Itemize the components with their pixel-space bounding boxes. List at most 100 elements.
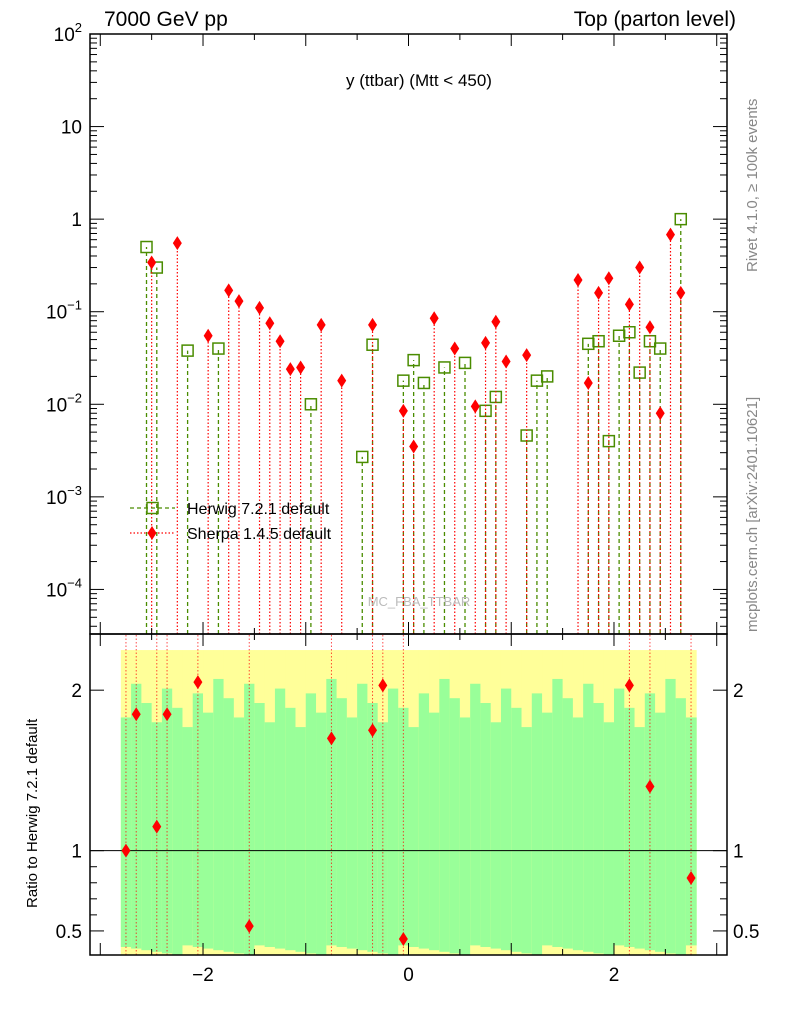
sherpa-point: [275, 334, 285, 349]
sherpa-point: [296, 360, 306, 375]
herwig-point: [458, 356, 472, 370]
ratio-band-green: [377, 722, 389, 954]
x-tick-label: 2: [609, 965, 620, 986]
ratio-point: [686, 870, 696, 885]
ratio-band-green: [655, 712, 666, 952]
sherpa-point: [501, 354, 511, 369]
ratio-band-green: [603, 722, 615, 955]
ratio-band-green: [233, 717, 245, 954]
sherpa-point: [316, 317, 326, 332]
sherpa-point: [224, 283, 234, 298]
ratio-band-green: [593, 703, 605, 954]
sherpa-point: [594, 285, 604, 300]
ratio-band-green: [398, 707, 409, 946]
ratio-band-green: [151, 722, 163, 952]
ratio-band-green: [418, 693, 430, 949]
ratio-band-green: [387, 688, 399, 955]
ratio-band-green: [470, 683, 481, 946]
ratio-band-green: [511, 707, 523, 952]
sherpa-point: [665, 227, 675, 242]
ratio-band-green: [562, 698, 574, 949]
ratio-band-green: [500, 688, 512, 951]
ratio-band-green: [141, 703, 153, 951]
ratio-band-green: [182, 727, 194, 946]
herwig-point: [181, 344, 194, 357]
sherpa-point: [676, 285, 686, 300]
ratio-y-tick-label: 2: [733, 681, 744, 702]
ratio-band-green: [254, 703, 266, 946]
ratio-band-green: [203, 712, 214, 949]
legend-herwig-label: Herwig 7.2.1 default: [187, 501, 330, 518]
sherpa-point: [147, 255, 157, 270]
ratio-y-tick-label: 0.5: [733, 922, 759, 943]
ratio-point: [244, 919, 254, 934]
ratio-y-tick-label: 1: [733, 842, 744, 863]
sherpa-point: [635, 260, 645, 275]
sherpa-point: [522, 348, 532, 363]
ratio-band-green: [223, 698, 235, 952]
sherpa-point: [203, 328, 213, 343]
herwig-point: [356, 450, 369, 464]
herwig-point: [623, 326, 636, 339]
ratio-band-green: [336, 698, 348, 947]
header-process-label: 7000 GeV pp: [104, 8, 228, 31]
ratio-point: [398, 931, 408, 946]
ratio-band-green: [264, 722, 276, 947]
x-tick-label: −2: [192, 965, 214, 986]
ratio-band-green: [295, 727, 307, 952]
ratio-band-green: [449, 698, 461, 954]
sherpa-point: [255, 300, 265, 315]
sherpa-point: [573, 273, 583, 288]
sherpa-point: [604, 271, 614, 286]
ratio-band-green: [274, 688, 286, 949]
plot-title: y (ttbar) (Mtt < 450): [346, 71, 492, 90]
x-tick-label: 0: [403, 965, 414, 986]
ratio-point: [193, 675, 203, 690]
ratio-point: [326, 731, 336, 746]
sherpa-point: [470, 399, 480, 414]
ratio-point: [624, 678, 634, 693]
herwig-point: [438, 361, 451, 374]
y-tick-label: 10−1: [46, 298, 82, 324]
ratio-band-green: [439, 678, 451, 952]
herwig-point: [304, 398, 318, 411]
herwig-point: [417, 376, 431, 390]
ratio-band-green: [244, 683, 255, 955]
sherpa-point: [285, 362, 295, 377]
ratio-band-green: [357, 683, 368, 951]
ratio-band-green: [583, 683, 594, 952]
legend: Herwig 7.2.1 default Sherpa 1.4.5 default: [130, 501, 332, 543]
ratio-band-green: [367, 703, 379, 952]
y-tick-label: 10−4: [46, 575, 82, 601]
main-plot-frame: [89, 33, 728, 635]
ratio-band-green: [531, 693, 543, 955]
ratio-band-green: [172, 707, 183, 955]
ratio-point: [645, 779, 655, 794]
sherpa-point: [429, 311, 439, 326]
ratio-point: [131, 707, 141, 722]
sherpa-point: [337, 373, 347, 388]
herwig-point: [397, 374, 410, 387]
ratio-point: [368, 723, 378, 738]
ratio-band-green: [285, 707, 296, 951]
ratio-series-group: [121, 634, 696, 955]
herwig-point: [140, 240, 153, 254]
herwig-point: [653, 342, 667, 355]
header-observable-label: Top (parton level): [573, 8, 736, 31]
ratio-band-green: [613, 688, 625, 946]
herwig-point: [602, 434, 616, 448]
ratio-point: [152, 819, 162, 834]
herwig-point: [540, 370, 554, 383]
ratio-point: [162, 707, 172, 722]
sherpa-point: [265, 316, 275, 331]
sherpa-point: [624, 297, 634, 312]
sherpa-point: [491, 314, 501, 329]
sherpa-point: [172, 236, 182, 251]
sherpa-point: [583, 375, 593, 390]
y-tick-label: 1: [71, 210, 82, 231]
y-tick-label: 10−3: [46, 483, 82, 509]
legend-herwig-marker: [146, 501, 159, 515]
ratio-band-green: [429, 712, 440, 951]
ratio-band-green: [634, 727, 646, 949]
